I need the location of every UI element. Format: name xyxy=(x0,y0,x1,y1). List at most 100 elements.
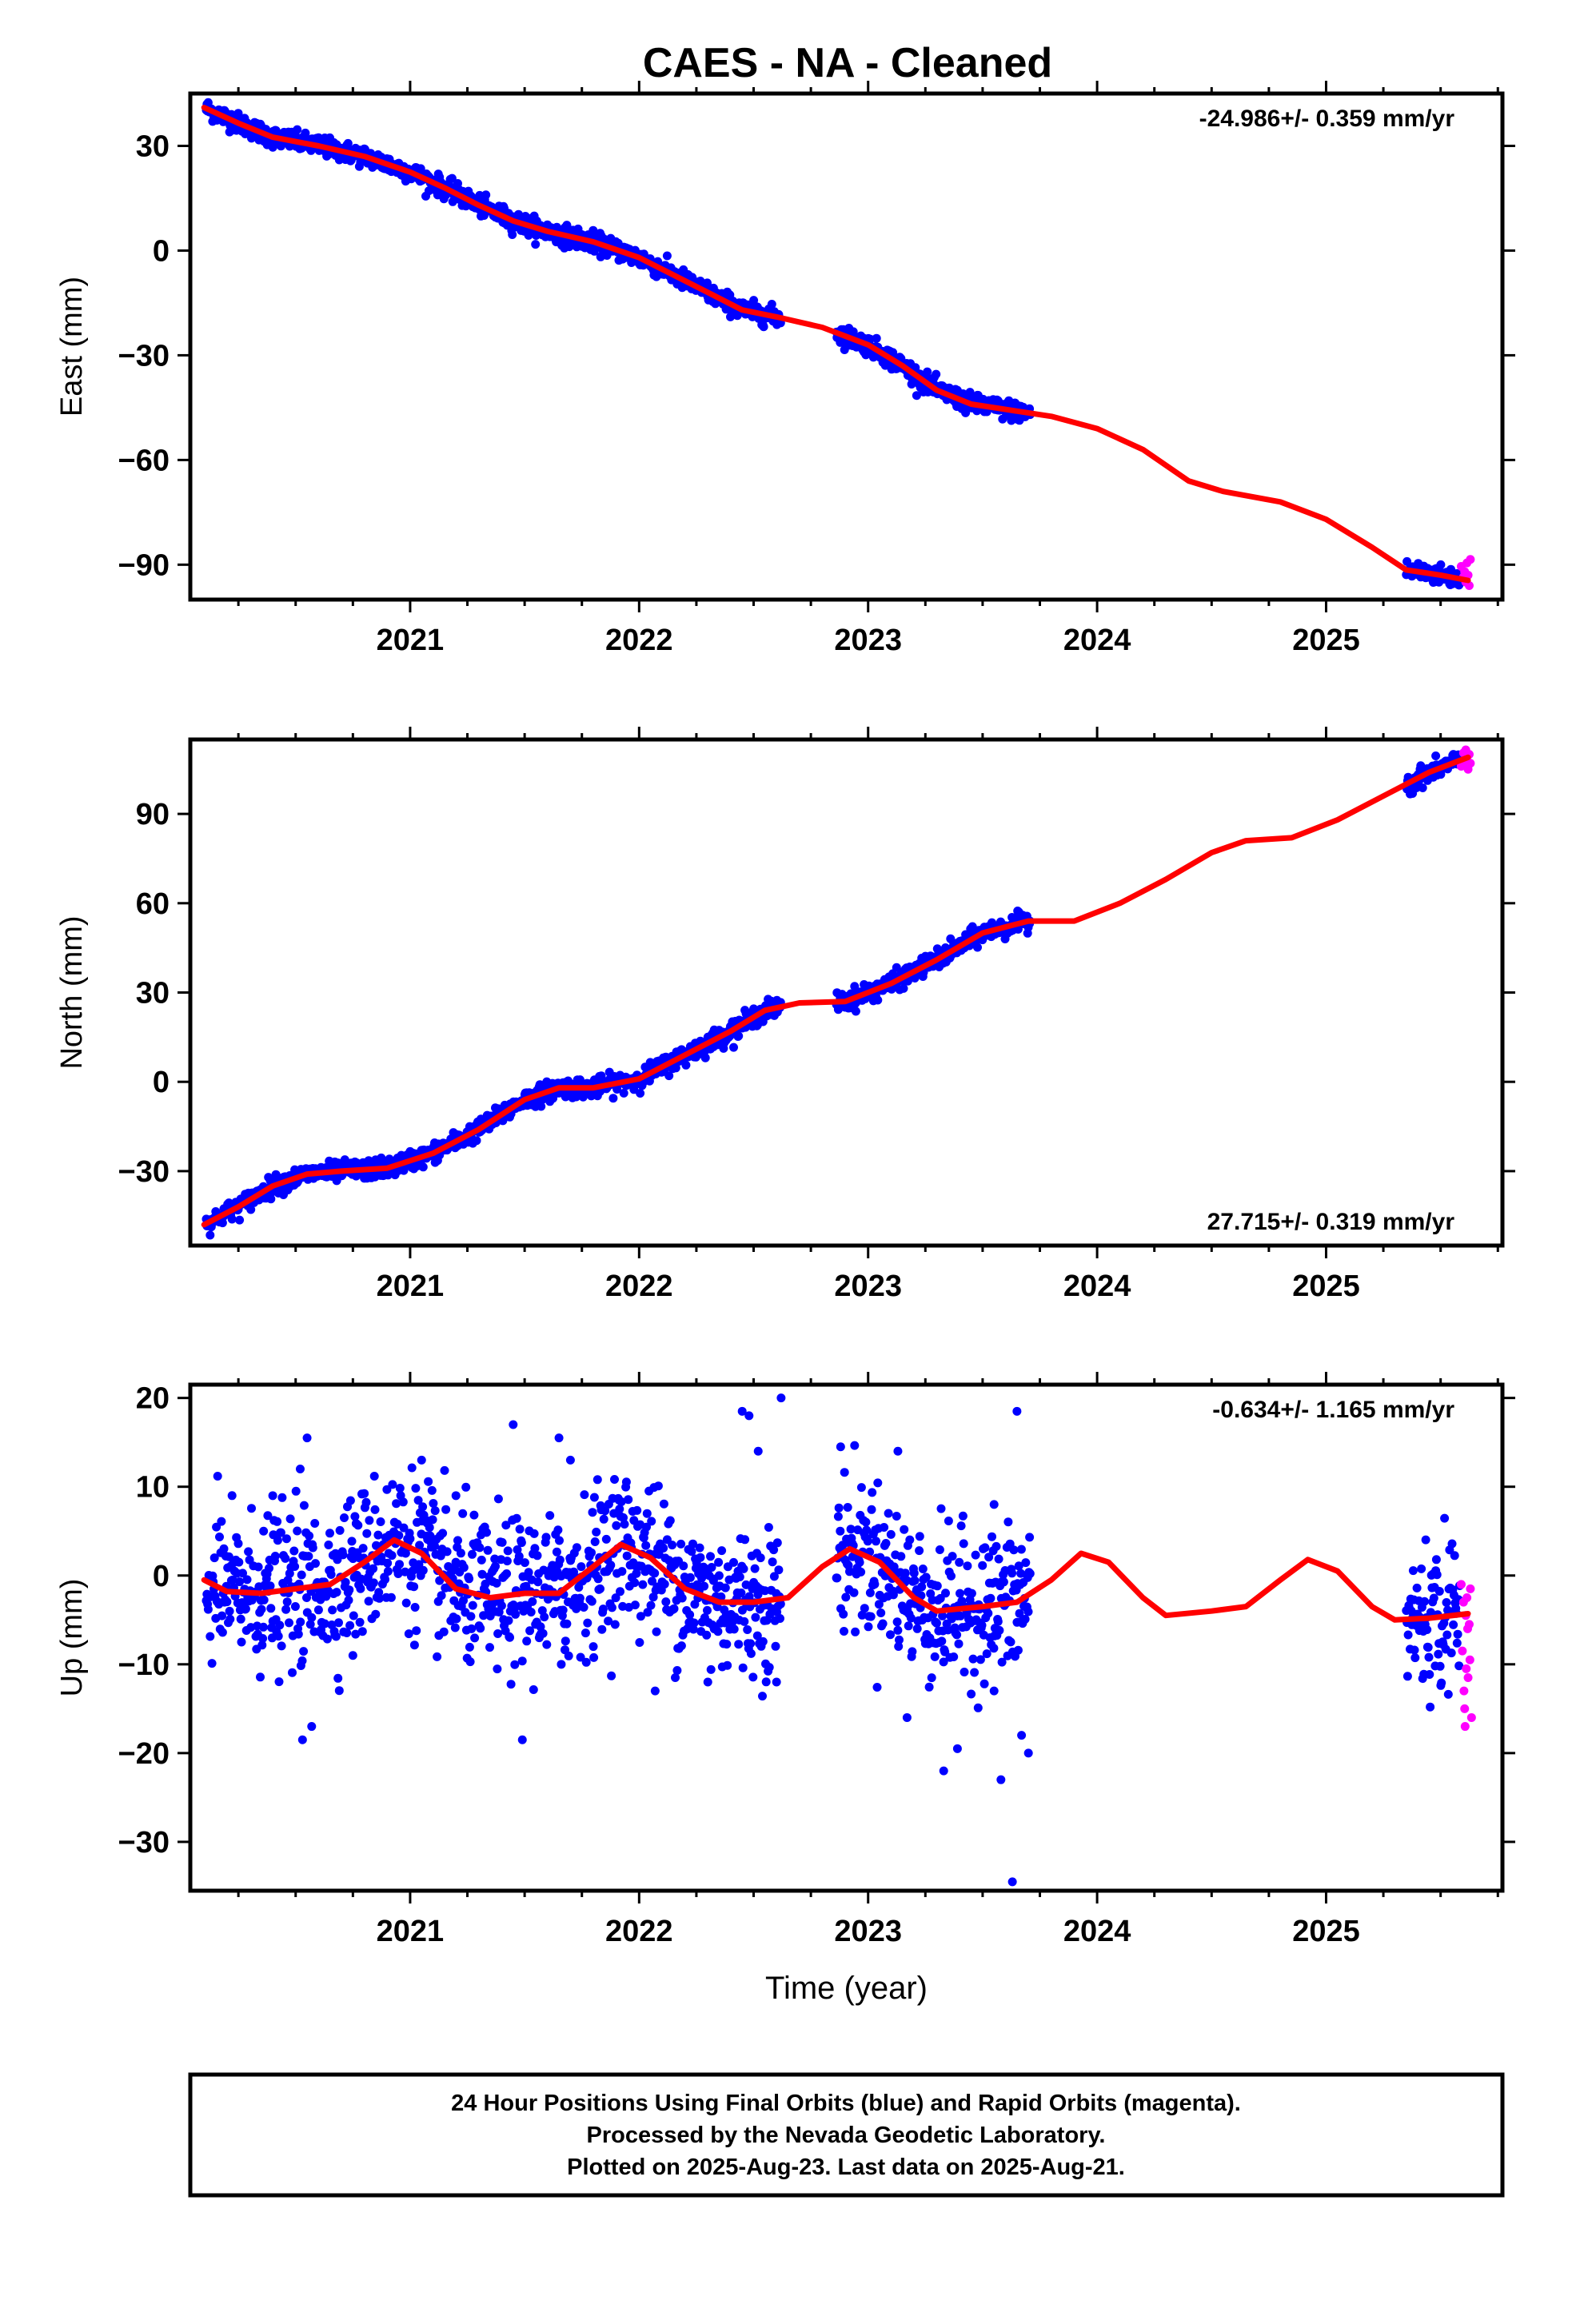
up-final-point xyxy=(562,1619,572,1628)
up-final-point xyxy=(302,1433,312,1443)
north-final-point xyxy=(636,1089,645,1098)
up-final-point xyxy=(238,1569,247,1578)
up-final-point xyxy=(915,1546,924,1556)
up-final-point xyxy=(482,1528,491,1537)
north-xtick-label: 2022 xyxy=(605,1270,673,1303)
up-ytick-label: −20 xyxy=(118,1737,170,1771)
up-final-point xyxy=(723,1660,732,1670)
up-final-point xyxy=(289,1546,299,1556)
up-final-point xyxy=(774,1565,784,1575)
up-final-point xyxy=(512,1513,521,1523)
up-final-point xyxy=(857,1610,867,1620)
up-final-point xyxy=(862,1525,872,1535)
up-final-point xyxy=(257,1640,267,1650)
up-final-point xyxy=(872,1537,880,1546)
up-final-point xyxy=(456,1549,465,1558)
up-final-point xyxy=(772,1538,782,1548)
up-final-point xyxy=(399,1523,409,1533)
up-final-point xyxy=(376,1517,385,1526)
up-final-point xyxy=(492,1578,501,1588)
up-final-point xyxy=(904,1621,913,1631)
up-final-point xyxy=(703,1677,712,1687)
up-final-point xyxy=(589,1652,599,1662)
up-final-point xyxy=(971,1550,980,1560)
east-final-points xyxy=(201,98,1475,591)
up-final-point xyxy=(580,1490,589,1500)
up-final-point xyxy=(387,1551,397,1561)
up-final-point xyxy=(1017,1731,1027,1740)
east-ytick-label: 30 xyxy=(136,130,170,163)
up-final-point xyxy=(328,1605,337,1615)
up-final-point xyxy=(955,1557,964,1567)
east-rapid-point xyxy=(1464,581,1474,591)
up-final-point xyxy=(305,1620,315,1629)
north-final-point xyxy=(1411,783,1421,792)
up-final-point xyxy=(1020,1614,1030,1624)
up-final-point xyxy=(648,1593,658,1602)
east-final-point xyxy=(662,251,672,261)
up-final-point xyxy=(740,1535,750,1545)
up-final-point xyxy=(332,1588,341,1597)
up-final-point xyxy=(205,1632,215,1641)
up-final-point xyxy=(310,1519,320,1528)
up-final-point xyxy=(481,1579,490,1589)
up-final-point xyxy=(291,1486,301,1496)
up-rapid-point xyxy=(1465,1655,1474,1664)
up-final-point xyxy=(458,1509,468,1518)
up-final-point xyxy=(653,1481,663,1491)
east-rate-annotation: -24.986+/- 0.359 mm/yr xyxy=(1199,106,1455,132)
up-final-point xyxy=(483,1545,493,1555)
up-final-point xyxy=(381,1575,389,1585)
up-final-point xyxy=(502,1557,512,1566)
up-final-point xyxy=(967,1689,976,1699)
up-final-point xyxy=(866,1612,876,1621)
up-final-point xyxy=(415,1541,425,1550)
up-final-point xyxy=(980,1543,990,1553)
up-final-point xyxy=(273,1632,283,1641)
north-final-point xyxy=(729,1042,738,1052)
up-final-point xyxy=(259,1526,269,1536)
east-ytick-label: −60 xyxy=(118,444,170,477)
up-rapid-point xyxy=(1460,1704,1470,1713)
up-final-point xyxy=(344,1596,353,1605)
north-final-point xyxy=(537,1102,546,1111)
up-final-point xyxy=(706,1552,715,1561)
up-final-point xyxy=(561,1636,570,1646)
up-final-point xyxy=(884,1509,893,1518)
up-final-point xyxy=(856,1483,866,1493)
up-final-point xyxy=(984,1553,994,1562)
up-final-point xyxy=(921,1573,931,1582)
up-final-point xyxy=(215,1533,224,1541)
up-final-point xyxy=(833,1512,843,1521)
east-final-point xyxy=(343,138,353,148)
north-final-point xyxy=(1431,751,1441,760)
up-final-point xyxy=(939,1657,948,1667)
up-final-point xyxy=(265,1564,273,1573)
north-final-point xyxy=(873,995,883,1005)
up-final-point xyxy=(746,1639,756,1648)
up-final-point xyxy=(369,1564,378,1573)
up-final-point xyxy=(989,1644,999,1653)
up-final-point xyxy=(413,1496,423,1505)
up-final-point xyxy=(502,1569,512,1578)
up-final-point xyxy=(596,1584,604,1593)
up-final-point xyxy=(296,1617,305,1627)
up-final-point xyxy=(465,1642,474,1652)
north-final-point xyxy=(851,1007,860,1016)
up-final-point xyxy=(1009,1545,1019,1555)
up-final-point xyxy=(918,1565,928,1573)
up-final-point xyxy=(452,1614,461,1624)
up-final-point xyxy=(418,1502,428,1512)
up-final-point xyxy=(846,1525,856,1534)
up-final-point xyxy=(734,1640,744,1649)
up-final-point xyxy=(587,1548,596,1557)
up-final-point xyxy=(959,1539,968,1549)
up-final-point xyxy=(954,1639,964,1648)
up-final-point xyxy=(398,1497,408,1507)
up-final-point xyxy=(679,1561,688,1571)
up-final-point xyxy=(688,1624,698,1634)
up-final-point xyxy=(968,1654,978,1664)
up-final-point xyxy=(335,1525,345,1535)
up-final-point xyxy=(855,1557,864,1567)
up-final-point xyxy=(752,1631,762,1640)
